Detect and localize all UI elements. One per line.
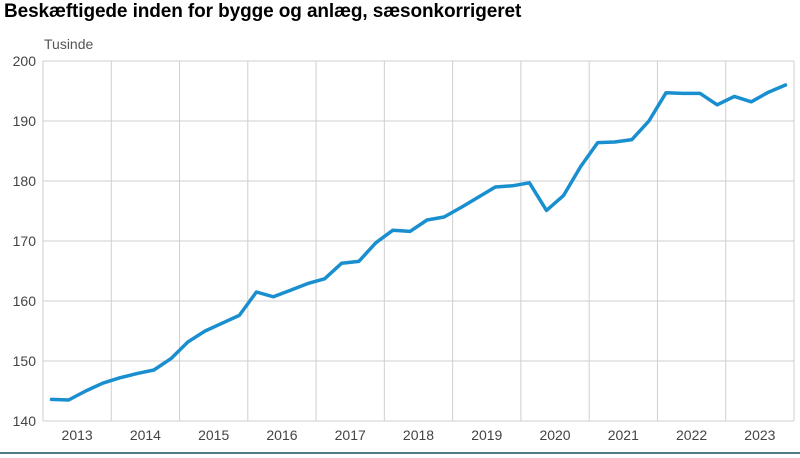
x-tick-label: 2013 — [62, 427, 93, 443]
x-tick-label: 2017 — [335, 427, 366, 443]
x-tick-label: 2022 — [676, 427, 707, 443]
x-tick-label: 2016 — [266, 427, 297, 443]
y-tick-label: 190 — [13, 113, 37, 129]
y-axis-unit-label: Tusinde — [44, 36, 94, 52]
y-tick-label: 180 — [13, 173, 37, 189]
y-tick-label: 140 — [13, 413, 37, 429]
x-tick-label: 2015 — [198, 427, 229, 443]
series-line — [49, 83, 788, 402]
x-tick-label: 2021 — [608, 427, 639, 443]
x-tick-label: 2020 — [539, 427, 570, 443]
x-tick-label: 2014 — [130, 427, 161, 443]
x-tick-label: 2019 — [471, 427, 502, 443]
bottom-divider — [0, 452, 800, 454]
x-axis-ticks: 2013 2014 2015 2016 2017 2018 2019 2020 2021 2022… — [62, 427, 776, 443]
y-tick-label: 160 — [13, 293, 37, 309]
y-tick-label: 170 — [13, 233, 37, 249]
y-axis-ticks: 140 150 160 170 180 190 200 — [13, 53, 37, 429]
series-lines — [49, 83, 788, 402]
grid-lines — [42, 60, 795, 422]
y-tick-label: 150 — [13, 353, 37, 369]
x-tick-label: 2018 — [403, 427, 434, 443]
x-tick-label: 2023 — [744, 427, 775, 443]
y-tick-label: 200 — [13, 53, 37, 69]
chart-title: Beskæftigede inden for bygge og anlæg, s… — [4, 1, 522, 22]
